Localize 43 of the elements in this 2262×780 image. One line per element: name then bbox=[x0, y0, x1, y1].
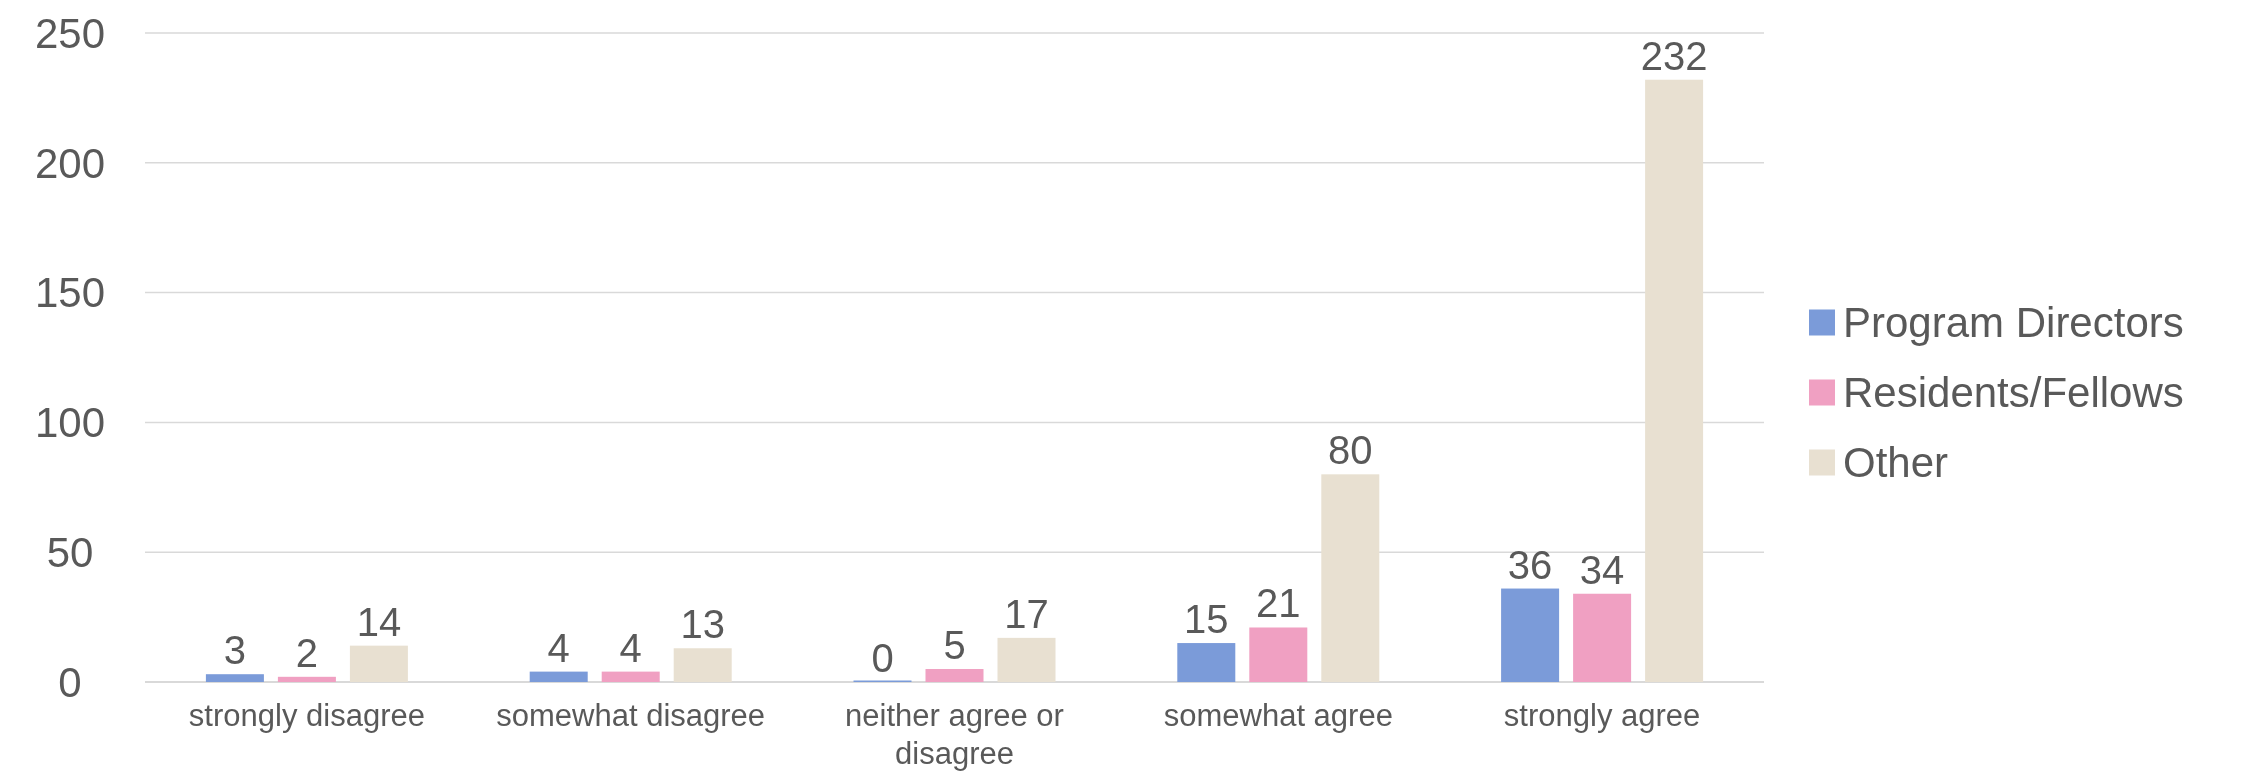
bar bbox=[997, 637, 1056, 682]
bar bbox=[349, 645, 408, 682]
data-label: 3 bbox=[223, 628, 247, 673]
bar bbox=[529, 671, 588, 682]
y-tick-label: 0 bbox=[58, 658, 82, 706]
y-tick-label: 250 bbox=[34, 9, 106, 57]
data-label: 34 bbox=[1579, 547, 1625, 592]
y-tick-label: 100 bbox=[34, 399, 106, 447]
x-tick-label: neither agree or disagree bbox=[845, 698, 1064, 771]
y-tick-label: 50 bbox=[46, 528, 94, 576]
y-tick-label: 150 bbox=[34, 269, 106, 317]
bar bbox=[673, 648, 732, 682]
data-label: 36 bbox=[1507, 542, 1553, 587]
legend-label: Other bbox=[1843, 439, 1949, 487]
data-label: 13 bbox=[680, 602, 725, 647]
bar bbox=[1573, 593, 1632, 682]
bar bbox=[277, 676, 336, 682]
legend-label: Residents/Fellows bbox=[1843, 369, 2184, 417]
data-label: 2 bbox=[295, 630, 319, 675]
bar bbox=[1249, 627, 1308, 682]
legend-label: Program Directors bbox=[1843, 299, 2184, 347]
bar bbox=[1501, 588, 1560, 682]
bar bbox=[205, 674, 264, 682]
y-tick-label: 200 bbox=[34, 139, 106, 187]
bar bbox=[601, 671, 660, 682]
data-label: 80 bbox=[1328, 428, 1373, 473]
x-tick-label: somewhat disagree bbox=[496, 698, 766, 733]
data-label: 21 bbox=[1256, 581, 1301, 626]
data-label: 4 bbox=[547, 625, 570, 670]
bar bbox=[925, 669, 984, 682]
bar bbox=[1645, 79, 1704, 682]
data-label: 5 bbox=[943, 623, 966, 668]
x-tick-label: somewhat agree bbox=[1163, 698, 1393, 733]
data-label: 15 bbox=[1184, 597, 1229, 642]
bar bbox=[1177, 643, 1236, 682]
x-tick-label: strongly agree bbox=[1503, 698, 1701, 733]
data-label: 0 bbox=[871, 636, 894, 680]
data-label: 17 bbox=[1004, 591, 1049, 636]
bar bbox=[1321, 474, 1380, 682]
data-label: 4 bbox=[619, 625, 642, 670]
data-label: 14 bbox=[356, 599, 402, 644]
data-label: 232 bbox=[1640, 33, 1708, 78]
x-tick-label: strongly disagree bbox=[188, 698, 425, 733]
